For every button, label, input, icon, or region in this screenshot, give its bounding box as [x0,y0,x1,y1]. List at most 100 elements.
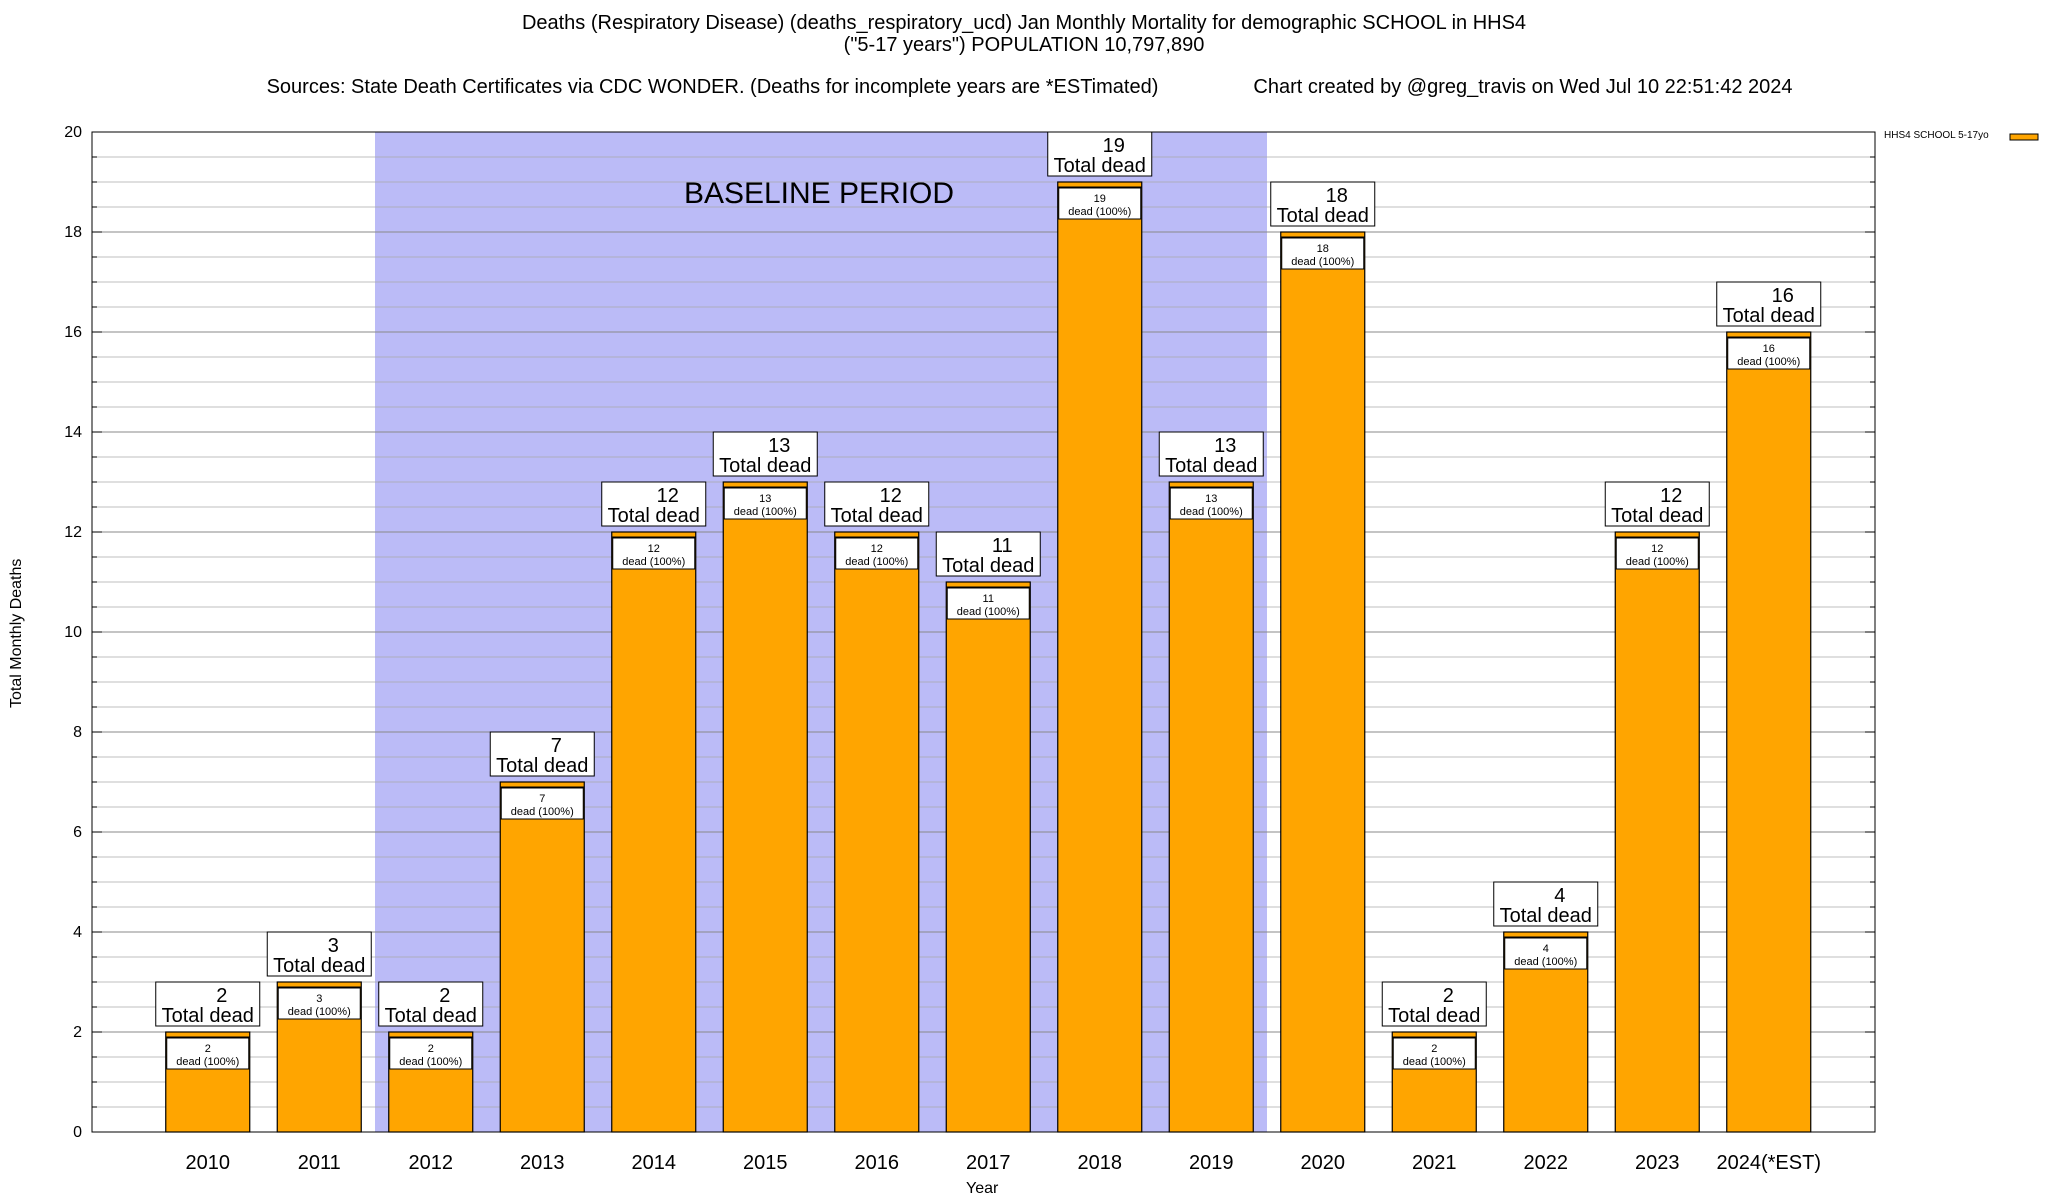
total-label-value: 13 [768,435,790,457]
total-label-box [1270,181,1376,227]
bar [1280,231,1366,1133]
segment-label-text: dead (100%) [511,806,574,818]
segment-label-box [612,537,696,570]
total-label-value: 3 [328,935,339,957]
x-tick-label: 2023 [1635,1152,1680,1174]
bar [834,531,920,1133]
y-tick-label: 6 [73,824,82,841]
bar [1614,531,1700,1133]
segment-label-text: dead (100%) [622,556,685,568]
x-tick-label: 2020 [1301,1152,1346,1174]
segment-label-text: dead (100%) [1514,956,1577,968]
y-tick-label: 18 [64,224,82,241]
segment-label-text: dead (100%) [1068,206,1131,218]
total-label-box [1493,881,1599,927]
x-tick-label: 2016 [855,1152,900,1174]
x-tick-label: 2013 [520,1152,565,1174]
total-label-text: Total dead [1500,905,1592,927]
segment-label-box [1615,537,1699,570]
segment-label-box [1504,937,1588,970]
total-label-text: Total dead [1165,455,1257,477]
segment-label-text: dead (100%) [1291,256,1354,268]
total-label-box [601,481,707,527]
segment-label-text: dead (100%) [1403,1056,1466,1068]
x-tick-label: 2018 [1078,1152,1123,1174]
total-label-value: 7 [551,735,562,757]
x-tick-label: 2014 [632,1152,677,1174]
total-label-box [1047,131,1153,177]
segment-label-box [723,487,807,520]
y-tick-label: 14 [64,424,82,441]
x-tick-label: 2019 [1189,1152,1234,1174]
total-label-text: Total dead [831,505,923,527]
total-label-box [378,981,484,1027]
segment-label-box [1169,487,1253,520]
segment-label-value: 19 [1094,193,1106,205]
segment-label-text: dead (100%) [1180,506,1243,518]
segment-label-box [835,537,919,570]
total-label-box [266,931,372,977]
total-label-box [1604,481,1710,527]
total-label-text: Total dead [1277,205,1369,227]
chart-sources: Sources: State Death Certificates via CD… [0,53,2048,99]
segment-label-value: 4 [1543,943,1549,955]
y-tick-label: 12 [64,524,82,541]
y-tick-label: 4 [73,924,82,941]
y-tick-label: 20 [64,124,82,141]
total-label-box [1381,981,1487,1027]
sources-text: Sources: State Death Certificates via CD… [266,76,1159,98]
x-tick-label: 2024(*EST) [1717,1152,1822,1174]
segment-label-box [946,587,1030,620]
segment-label-value: 2 [205,1043,211,1055]
legend-swatch [2009,133,2039,141]
segment-label-box [1281,237,1365,270]
segment-label-value: 16 [1763,343,1775,355]
segment-label-box [277,987,361,1020]
bar [722,481,808,1133]
total-label-box [155,981,261,1027]
credit-text: Chart created by @greg_travis on Wed Jul… [1253,76,1793,98]
y-tick-label: 10 [64,624,82,641]
total-label-value: 11 [992,535,1013,557]
segment-label-text: dead (100%) [176,1056,239,1068]
x-tick-label: 2017 [966,1152,1011,1174]
bar [945,581,1031,1133]
chart-title-line1: Deaths (Respiratory Disease) (deaths_res… [521,12,1527,34]
segment-label-value: 3 [316,993,322,1005]
x-tick-label: 2012 [409,1152,454,1174]
bar [1057,181,1143,1133]
total-label-text: Total dead [719,455,811,477]
x-tick-label: 2022 [1524,1152,1569,1174]
total-label-value: 12 [880,485,902,507]
total-label-text: Total dead [608,505,700,527]
segment-label-text: dead (100%) [734,506,797,518]
segment-label-box [166,1037,250,1070]
segment-label-text: dead (100%) [957,606,1020,618]
total-label-box [1716,281,1822,327]
segment-label-box [1058,187,1142,220]
segment-label-box [1392,1037,1476,1070]
total-label-value: 19 [1103,135,1125,157]
total-label-value: 12 [657,485,679,507]
y-tick-label: 2 [73,1024,82,1041]
segment-label-text: dead (100%) [399,1056,462,1068]
segment-label-value: 11 [983,593,994,605]
y-tick-label: 16 [64,324,82,341]
total-label-value: 18 [1326,185,1348,207]
x-tick-label: 2021 [1412,1152,1457,1174]
total-label-value: 4 [1554,885,1565,907]
x-tick-label: 2015 [743,1152,788,1174]
segment-label-text: dead (100%) [1737,356,1800,368]
bar [1726,331,1812,1133]
segment-label-value: 2 [428,1043,434,1055]
segment-label-box [389,1037,473,1070]
total-label-value: 12 [1660,485,1682,507]
total-label-text: Total dead [496,755,588,777]
segment-label-box [1727,337,1811,370]
baseline-period-label: BASELINE PERIOD [684,177,954,210]
total-label-text: Total dead [1723,305,1815,327]
total-label-text: Total dead [942,555,1034,577]
segment-label-value: 13 [759,493,771,505]
bar [499,781,585,1133]
